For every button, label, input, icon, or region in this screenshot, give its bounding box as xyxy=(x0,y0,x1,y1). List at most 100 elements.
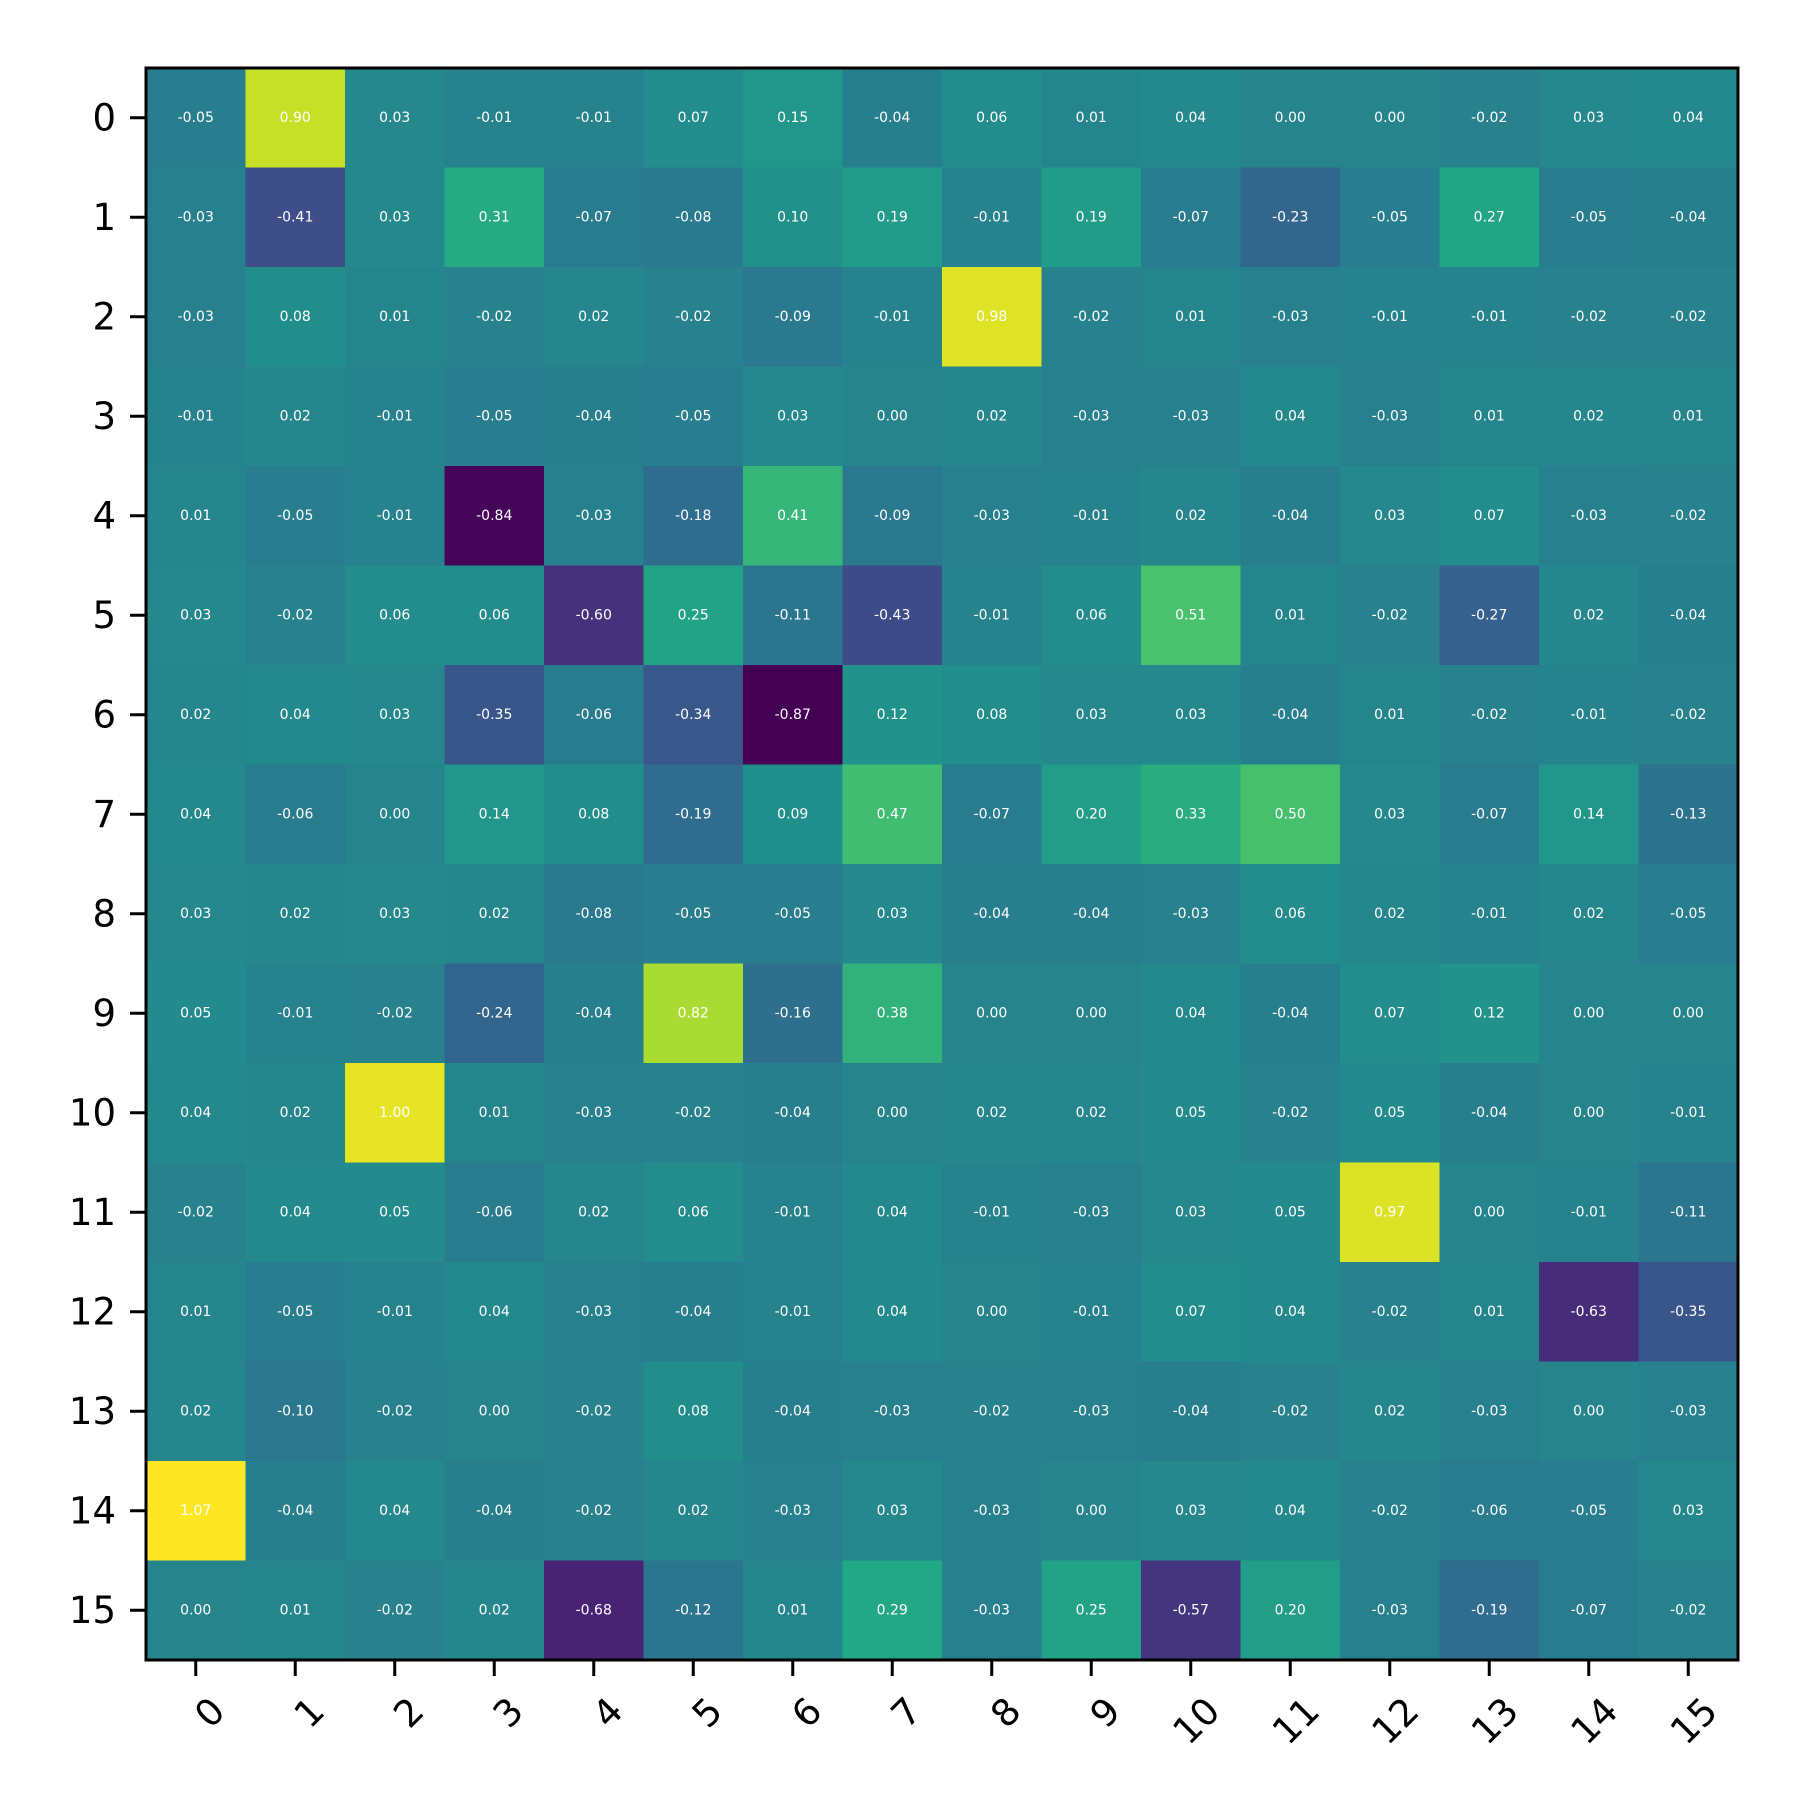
heatmap-cell-r7-c13 xyxy=(1439,764,1540,865)
x-tick-label: 8 xyxy=(982,1689,1029,1736)
heatmap-cell-r1-c15 xyxy=(1638,167,1739,268)
heatmap-cell-r8-c14 xyxy=(1539,864,1640,965)
cell-value-label: 0.01 xyxy=(379,309,410,325)
cell-value-label: 0.00 xyxy=(1573,1105,1604,1121)
cell-value-label: 0.00 xyxy=(379,806,410,822)
cell-value-label: -0.06 xyxy=(1471,1503,1507,1519)
heatmap-cell-r5-c9 xyxy=(1041,565,1142,666)
heatmap-cell-r9-c10 xyxy=(1141,963,1242,1064)
heatmap-cell-r3-c2 xyxy=(345,366,446,467)
heatmap-cell-r15-c3 xyxy=(444,1560,545,1661)
cell-value-label: 0.02 xyxy=(180,1403,211,1419)
cell-value-label: -0.13 xyxy=(1670,806,1706,822)
cell-value-label: 0.19 xyxy=(877,209,908,225)
cell-value-label: 0.06 xyxy=(1275,906,1306,922)
cell-value-label: -0.08 xyxy=(576,906,612,922)
heatmap-cell-r15-c5 xyxy=(643,1560,744,1661)
cell-value-label: -0.05 xyxy=(675,408,711,424)
cell-value-label: 0.00 xyxy=(1374,110,1405,126)
heatmap-cell-r3-c10 xyxy=(1141,366,1242,467)
cell-value-label: 0.01 xyxy=(479,1105,510,1121)
heatmap-cell-r2-c7 xyxy=(842,267,943,368)
cell-value-label: 0.20 xyxy=(1275,1602,1306,1618)
heatmap-cell-r1-c4 xyxy=(544,167,645,268)
cell-value-label: 0.08 xyxy=(280,309,311,325)
heatmap-cell-r8-c8 xyxy=(942,864,1043,965)
cell-value-label: -0.03 xyxy=(178,309,214,325)
y-tick-label: 6 xyxy=(92,693,116,736)
x-tick-label: 12 xyxy=(1364,1689,1428,1753)
heatmap-cell-r10-c7 xyxy=(842,1063,943,1164)
plot-frame xyxy=(144,66,1740,1662)
heatmap-cell-r13-c4 xyxy=(544,1361,645,1462)
heatmap-cell-r2-c0 xyxy=(146,267,247,368)
heatmap-cell-r9-c6 xyxy=(743,963,844,1064)
cell-value-label: 0.02 xyxy=(578,309,609,325)
y-tick-label: 1 xyxy=(92,196,116,239)
cell-value-label: -0.04 xyxy=(1272,1005,1308,1021)
cell-value-label: 0.02 xyxy=(578,1204,609,1220)
heatmap-cell-r0-c12 xyxy=(1340,68,1441,169)
heatmap-cell-r9-c14 xyxy=(1539,963,1640,1064)
cell-value-label: -0.07 xyxy=(1571,1602,1607,1618)
heatmap-cell-r8-c3 xyxy=(444,864,545,965)
heatmap-cell-r10-c3 xyxy=(444,1063,545,1164)
heatmap-cell-r14-c8 xyxy=(942,1461,1043,1562)
cell-value-label: 0.01 xyxy=(280,1602,311,1618)
cell-value-label: 0.02 xyxy=(180,707,211,723)
heatmap-cell-r2-c9 xyxy=(1041,267,1142,368)
heatmap-cell-r5-c1 xyxy=(245,565,346,666)
cell-value-label: -0.19 xyxy=(675,806,711,822)
cell-value-label: -0.03 xyxy=(1471,1403,1507,1419)
heatmap-cell-r4-c7 xyxy=(842,466,943,567)
y-tick-label: 2 xyxy=(92,295,116,338)
heatmap-cell-r0-c1 xyxy=(245,68,346,169)
heatmap-cell-r10-c5 xyxy=(643,1063,744,1164)
heatmap-cell-r10-c4 xyxy=(544,1063,645,1164)
heatmap-cell-r9-c13 xyxy=(1439,963,1540,1064)
cell-value-label: -0.04 xyxy=(775,1403,811,1419)
heatmap-cell-r2-c12 xyxy=(1340,267,1441,368)
heatmap-cell-r10-c9 xyxy=(1041,1063,1142,1164)
cell-value-label: -0.02 xyxy=(1272,1105,1308,1121)
cell-value-label: 0.14 xyxy=(479,806,510,822)
cell-value-label: -0.01 xyxy=(377,508,413,524)
heatmap-cell-r10-c15 xyxy=(1638,1063,1739,1164)
heatmap-cell-r6-c9 xyxy=(1041,665,1142,766)
heatmap-cell-r2-c4 xyxy=(544,267,645,368)
heatmap-cell-r11-c6 xyxy=(743,1162,844,1263)
heatmap-cell-r0-c14 xyxy=(1539,68,1640,169)
heatmap-cell-r3-c5 xyxy=(643,366,744,467)
cell-value-label: -0.07 xyxy=(1471,806,1507,822)
heatmap-cell-r14-c6 xyxy=(743,1461,844,1562)
heatmap-cell-r6-c15 xyxy=(1638,665,1739,766)
heatmap-cell-r3-c3 xyxy=(444,366,545,467)
heatmap-cell-r13-c7 xyxy=(842,1361,943,1462)
cell-value-label: 0.98 xyxy=(976,309,1007,325)
heatmap-cell-r14-c14 xyxy=(1539,1461,1640,1562)
cell-value-label: 0.02 xyxy=(280,906,311,922)
heatmap-cell-r11-c3 xyxy=(444,1162,545,1263)
cell-value-label: -0.04 xyxy=(1272,508,1308,524)
x-tick-label: 0 xyxy=(186,1689,233,1736)
x-tick-label: 1 xyxy=(286,1689,333,1736)
x-tick-label: 15 xyxy=(1662,1689,1726,1753)
heatmap-cell-r13-c6 xyxy=(743,1361,844,1462)
heatmap-cell-r7-c7 xyxy=(842,764,943,865)
heatmap-cell-r1-c3 xyxy=(444,167,545,268)
cell-value-label: 1.07 xyxy=(180,1503,211,1519)
heatmap-cell-r5-c0 xyxy=(146,565,247,666)
heatmap-cell-r8-c7 xyxy=(842,864,943,965)
heatmap-cell-r0-c9 xyxy=(1041,68,1142,169)
heatmap-cell-r12-c0 xyxy=(146,1262,247,1363)
cell-value-label: 0.03 xyxy=(877,1503,908,1519)
cell-value-label: 0.08 xyxy=(976,707,1007,723)
cell-value-label: -0.01 xyxy=(178,408,214,424)
cell-value-label: -0.01 xyxy=(277,1005,313,1021)
cell-value-label: 0.06 xyxy=(479,607,510,623)
cell-value-label: 0.03 xyxy=(180,906,211,922)
cell-value-label: -0.06 xyxy=(476,1204,512,1220)
heatmap-cell-r13-c1 xyxy=(245,1361,346,1462)
cell-value-label: 0.00 xyxy=(976,1304,1007,1320)
